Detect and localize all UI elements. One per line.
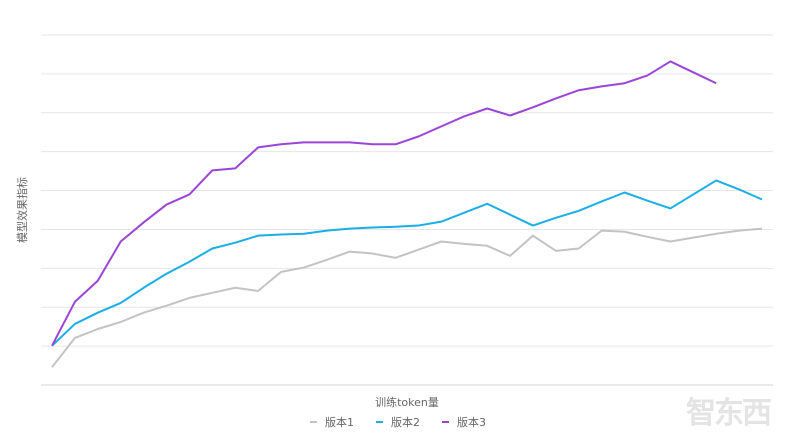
legend-swatch — [310, 421, 317, 423]
series-line-3 — [51, 60, 717, 347]
y-axis-label: 模型效果指标 — [16, 177, 29, 243]
series-lines — [51, 60, 763, 368]
legend-label: 版本1 — [325, 416, 354, 429]
legend-label: 版本2 — [391, 416, 420, 429]
legend: 版本1 版本2 版本3 — [310, 414, 486, 430]
legend-label: 版本3 — [457, 416, 486, 429]
legend-item-v1[interactable]: 版本1 — [310, 414, 354, 430]
legend-item-v2[interactable]: 版本2 — [376, 414, 420, 430]
gridlines — [41, 34, 773, 386]
legend-item-v3[interactable]: 版本3 — [442, 414, 486, 430]
watermark-logo: 智东西 — [686, 396, 772, 431]
series-line-1 — [51, 227, 763, 368]
series-line-2 — [51, 179, 763, 347]
legend-swatch — [442, 421, 449, 423]
x-axis-label: 训练token量 — [375, 396, 439, 409]
legend-swatch — [376, 421, 383, 423]
